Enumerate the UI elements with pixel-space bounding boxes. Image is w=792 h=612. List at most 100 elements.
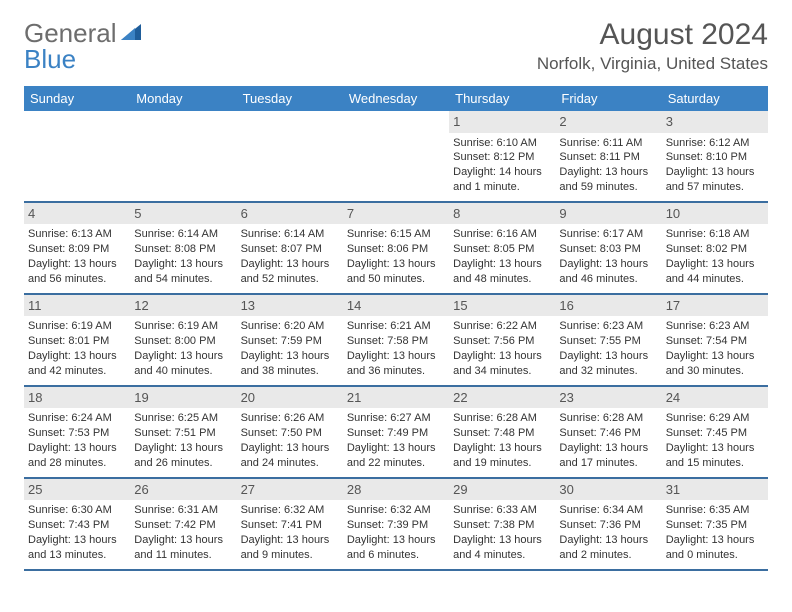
sunrise-text: Sunrise: 6:27 AM — [347, 411, 445, 426]
sunrise-text: Sunrise: 6:23 AM — [666, 319, 764, 334]
calendar: SundayMondayTuesdayWednesdayThursdayFrid… — [24, 86, 768, 571]
day-cell: 26 Sunrise: 6:31 AMSunset: 7:42 PMDayligh… — [130, 479, 236, 569]
daylight-text: Daylight: 13 hours and 38 minutes. — [241, 349, 339, 379]
sunset-text: Sunset: 7:39 PM — [347, 518, 445, 533]
sunrise-text: Sunrise: 6:28 AM — [559, 411, 657, 426]
weeks-container: 1Sunrise: 6:10 AMSunset: 8:12 PMDaylight… — [24, 111, 768, 571]
sunset-text: Sunset: 7:56 PM — [453, 334, 551, 349]
day-cell: 31 Sunrise: 6:35 AMSunset: 7:35 PMDayligh… — [662, 479, 768, 569]
month-title: August 2024 — [537, 18, 768, 52]
sunset-text: Sunset: 7:35 PM — [666, 518, 764, 533]
day-number: 5 — [130, 203, 236, 225]
daylight-text: Daylight: 13 hours and 6 minutes. — [347, 533, 445, 563]
sunrise-text: Sunrise: 6:33 AM — [453, 503, 551, 518]
day-number: 17 — [662, 295, 768, 317]
day-cell: 21Sunrise: 6:27 AMSunset: 7:49 PMDayligh… — [343, 387, 449, 477]
sunset-text: Sunset: 8:12 PM — [453, 150, 551, 165]
day-number: 4 — [24, 203, 130, 225]
daylight-text: Daylight: 13 hours and 19 minutes. — [453, 441, 551, 471]
day-number: 11 — [24, 295, 130, 317]
day-number: 28 — [343, 479, 449, 501]
daylight-text: Daylight: 13 hours and 54 minutes. — [134, 257, 232, 287]
day-number: 31 — [662, 479, 768, 501]
daylight-text: Daylight: 13 hours and 22 minutes. — [347, 441, 445, 471]
day-cell — [24, 111, 130, 201]
sunset-text: Sunset: 8:03 PM — [559, 242, 657, 257]
sunrise-text: Sunrise: 6:12 AM — [666, 136, 764, 151]
week-row: 4Sunrise: 6:13 AMSunset: 8:09 PMDaylight… — [24, 203, 768, 295]
day-cell — [130, 111, 236, 201]
day-number: 7 — [343, 203, 449, 225]
daylight-text: Daylight: 13 hours and 9 minutes. — [241, 533, 339, 563]
sunset-text: Sunset: 7:58 PM — [347, 334, 445, 349]
sunset-text: Sunset: 7:48 PM — [453, 426, 551, 441]
sunset-text: Sunset: 7:50 PM — [241, 426, 339, 441]
day-number: 9 — [555, 203, 661, 225]
weekday-header: Monday — [130, 86, 236, 111]
day-number: 22 — [449, 387, 555, 409]
day-number: 26 — [130, 479, 236, 501]
sunset-text: Sunset: 8:07 PM — [241, 242, 339, 257]
daylight-text: Daylight: 13 hours and 0 minutes. — [666, 533, 764, 563]
day-cell: 27Sunrise: 6:32 AMSunset: 7:41 PMDayligh… — [237, 479, 343, 569]
day-number: 13 — [237, 295, 343, 317]
day-cell: 16Sunrise: 6:23 AMSunset: 7:55 PMDayligh… — [555, 295, 661, 385]
day-cell: 12Sunrise: 6:19 AMSunset: 8:00 PMDayligh… — [130, 295, 236, 385]
sunset-text: Sunset: 8:00 PM — [134, 334, 232, 349]
day-cell: 11Sunrise: 6:19 AMSunset: 8:01 PMDayligh… — [24, 295, 130, 385]
day-cell: 14Sunrise: 6:21 AMSunset: 7:58 PMDayligh… — [343, 295, 449, 385]
location-text: Norfolk, Virginia, United States — [537, 54, 768, 74]
daylight-text: Daylight: 13 hours and 13 minutes. — [28, 533, 126, 563]
daylight-text: Daylight: 13 hours and 42 minutes. — [28, 349, 126, 379]
day-number: 16 — [555, 295, 661, 317]
day-cell: 15Sunrise: 6:22 AMSunset: 7:56 PMDayligh… — [449, 295, 555, 385]
day-cell: 6Sunrise: 6:14 AMSunset: 8:07 PMDaylight… — [237, 203, 343, 293]
day-number: 3 — [662, 111, 768, 133]
day-number: 27 — [237, 479, 343, 501]
day-number: 29 — [449, 479, 555, 501]
sunset-text: Sunset: 7:46 PM — [559, 426, 657, 441]
daylight-text: Daylight: 13 hours and 15 minutes. — [666, 441, 764, 471]
sunrise-text: Sunrise: 6:21 AM — [347, 319, 445, 334]
sunset-text: Sunset: 7:43 PM — [28, 518, 126, 533]
day-cell: 28Sunrise: 6:32 AMSunset: 7:39 PMDayligh… — [343, 479, 449, 569]
day-number: 19 — [130, 387, 236, 409]
sunrise-text: Sunrise: 6:14 AM — [241, 227, 339, 242]
day-number: 23 — [555, 387, 661, 409]
day-number: 18 — [24, 387, 130, 409]
day-cell: 29Sunrise: 6:33 AMSunset: 7:38 PMDayligh… — [449, 479, 555, 569]
day-number: 20 — [237, 387, 343, 409]
daylight-text: Daylight: 13 hours and 17 minutes. — [559, 441, 657, 471]
sunrise-text: Sunrise: 6:10 AM — [453, 136, 551, 151]
day-number: 12 — [130, 295, 236, 317]
daylight-text: Daylight: 13 hours and 11 minutes. — [134, 533, 232, 563]
day-cell: 30Sunrise: 6:34 AMSunset: 7:36 PMDayligh… — [555, 479, 661, 569]
daylight-text: Daylight: 13 hours and 4 minutes. — [453, 533, 551, 563]
week-row: 1Sunrise: 6:10 AMSunset: 8:12 PMDaylight… — [24, 111, 768, 203]
day-number: 2 — [555, 111, 661, 133]
sunrise-text: Sunrise: 6:35 AM — [666, 503, 764, 518]
sunrise-text: Sunrise: 6:24 AM — [28, 411, 126, 426]
sunset-text: Sunset: 7:59 PM — [241, 334, 339, 349]
sunrise-text: Sunrise: 6:17 AM — [559, 227, 657, 242]
day-number: 25 — [24, 479, 130, 501]
daylight-text: Daylight: 13 hours and 50 minutes. — [347, 257, 445, 287]
sunset-text: Sunset: 7:42 PM — [134, 518, 232, 533]
daylight-text: Daylight: 13 hours and 40 minutes. — [134, 349, 232, 379]
week-row: 25Sunrise: 6:30 AMSunset: 7:43 PMDayligh… — [24, 479, 768, 571]
daylight-text: Daylight: 14 hours and 1 minute. — [453, 165, 551, 195]
day-number: 1 — [449, 111, 555, 133]
sunset-text: Sunset: 7:53 PM — [28, 426, 126, 441]
sunset-text: Sunset: 7:51 PM — [134, 426, 232, 441]
day-cell: 10Sunrise: 6:18 AMSunset: 8:02 PMDayligh… — [662, 203, 768, 293]
day-cell: 23 Sunrise: 6:28 AMSunset: 7:46 PMDayligh… — [555, 387, 661, 477]
daylight-text: Daylight: 13 hours and 30 minutes. — [666, 349, 764, 379]
sunrise-text: Sunrise: 6:31 AM — [134, 503, 232, 518]
sunrise-text: Sunrise: 6:15 AM — [347, 227, 445, 242]
weekday-header: Friday — [555, 86, 661, 111]
daylight-text: Daylight: 13 hours and 57 minutes. — [666, 165, 764, 195]
title-block: August 2024 Norfolk, Virginia, United St… — [537, 18, 768, 74]
day-cell: 13Sunrise: 6:20 AMSunset: 7:59 PMDayligh… — [237, 295, 343, 385]
sunrise-text: Sunrise: 6:22 AM — [453, 319, 551, 334]
weekday-header-row: SundayMondayTuesdayWednesdayThursdayFrid… — [24, 86, 768, 111]
